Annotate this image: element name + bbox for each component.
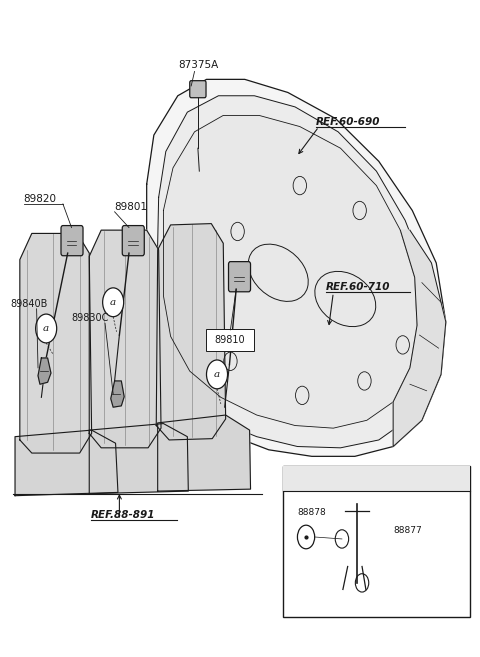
Text: REF.88-891: REF.88-891 <box>91 510 155 520</box>
Polygon shape <box>89 230 161 448</box>
Polygon shape <box>156 223 226 440</box>
Polygon shape <box>163 116 417 428</box>
Text: a: a <box>295 474 300 483</box>
Circle shape <box>36 314 57 343</box>
Text: 88877: 88877 <box>393 526 422 535</box>
Polygon shape <box>156 96 432 448</box>
FancyBboxPatch shape <box>122 225 144 256</box>
FancyBboxPatch shape <box>61 225 83 256</box>
Polygon shape <box>393 230 446 447</box>
Text: 89830C: 89830C <box>72 313 109 323</box>
FancyBboxPatch shape <box>190 81 206 98</box>
Bar <box>283 466 470 491</box>
Text: 89801: 89801 <box>115 202 148 212</box>
Polygon shape <box>15 430 118 495</box>
Circle shape <box>290 469 305 488</box>
Bar <box>283 466 470 617</box>
Text: 89840B: 89840B <box>10 299 48 309</box>
Text: 89820: 89820 <box>24 194 57 204</box>
Polygon shape <box>38 358 51 384</box>
Polygon shape <box>147 79 446 457</box>
Text: a: a <box>214 370 220 379</box>
Polygon shape <box>20 233 92 453</box>
FancyBboxPatch shape <box>206 328 254 351</box>
Polygon shape <box>89 424 188 493</box>
Text: a: a <box>43 324 49 333</box>
Polygon shape <box>157 415 251 491</box>
Text: REF.60-710: REF.60-710 <box>326 283 391 292</box>
Text: a: a <box>110 298 116 307</box>
Circle shape <box>103 288 124 317</box>
Text: 88878: 88878 <box>298 509 326 517</box>
Text: 89810: 89810 <box>214 334 245 345</box>
Text: 87375A: 87375A <box>178 60 218 70</box>
FancyBboxPatch shape <box>228 261 251 292</box>
Text: REF.60-690: REF.60-690 <box>316 116 380 127</box>
Polygon shape <box>111 381 124 407</box>
Circle shape <box>206 360 228 389</box>
